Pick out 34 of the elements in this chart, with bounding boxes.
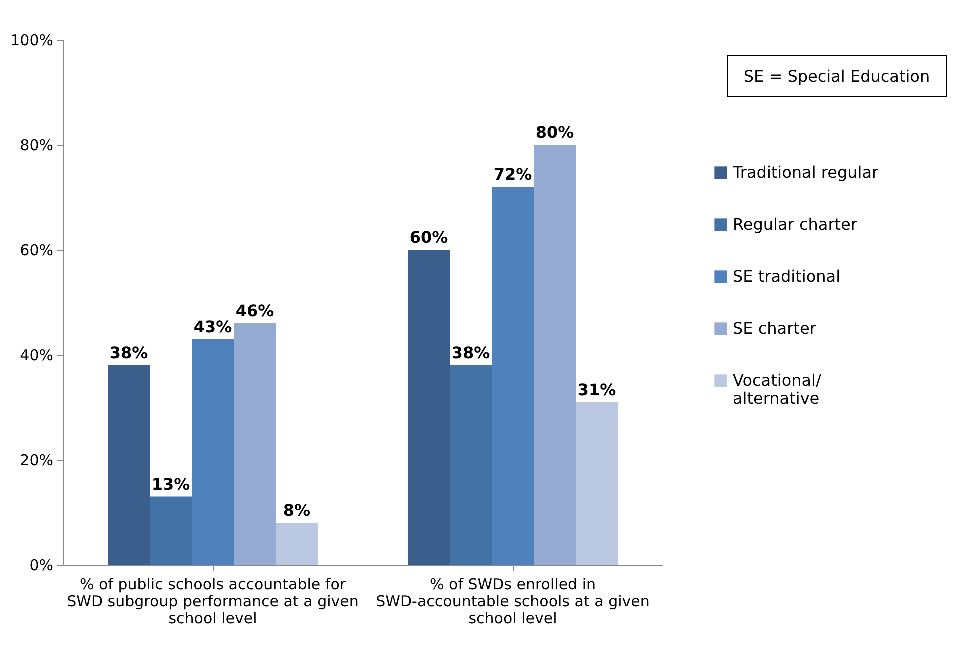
legend-label: Regular charter [733,215,858,234]
data-label: 13% [152,474,190,494]
data-label: 72% [494,165,532,184]
y-tick-label: 80% [20,136,54,154]
data-label: 38% [452,344,490,362]
bar [534,145,576,565]
data-label: 43% [194,317,232,336]
legend-label: SE traditional [733,267,841,286]
bar [276,523,318,565]
x-tick-label: % of SWDs enrolled in SWD-accountable schools at a given school level [376,576,650,628]
x-tick-label: % of public schools accountable for SWD subgroup performance at a given school level [67,576,359,628]
y-tick-label: 100% [10,32,54,50]
legend-label: Vocational/ alternative [733,371,822,408]
legend-label: Traditional regular [732,163,880,182]
bar [234,324,276,565]
bar [450,366,492,565]
text: SE = Special Education [727,55,947,97]
legend-label: SE charter [733,319,817,338]
bar [408,250,450,565]
data-label: 38% [110,344,148,362]
data-label: 46% [236,302,274,320]
y-tick-label: 40% [20,346,54,364]
y-tick-label: 0% [30,556,54,574]
bar [576,402,618,565]
data-label: 80% [536,123,574,142]
data-label: 60% [410,228,448,247]
bar [192,339,234,565]
y-tick-label: 60% [20,242,54,260]
bar [492,187,534,565]
bar [150,496,192,565]
y-tick-label: 20% [20,452,54,470]
bar [108,366,150,565]
data-label: 8% [283,501,311,520]
data-label: 31% [578,380,616,400]
